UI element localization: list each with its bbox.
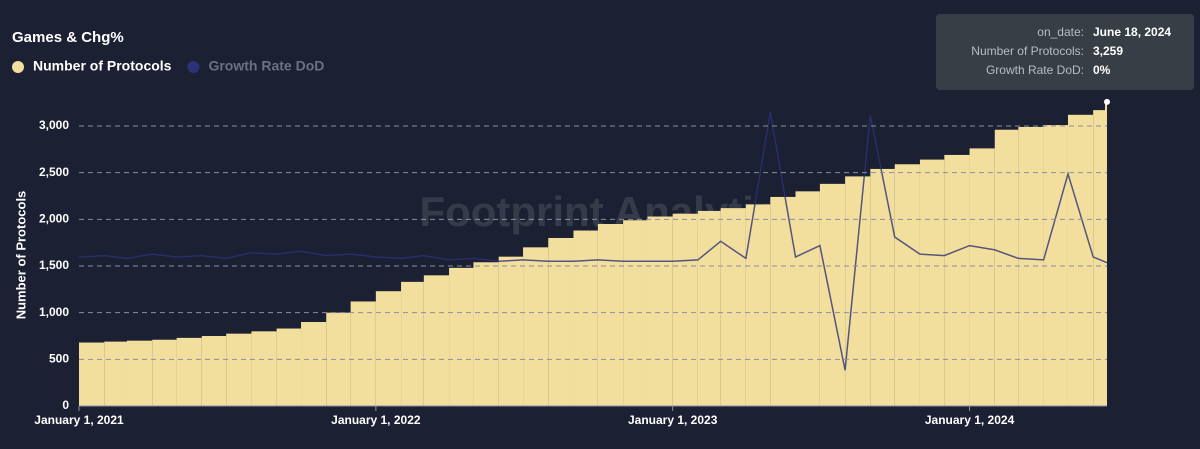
bar: [944, 154, 970, 406]
bar: [969, 148, 995, 406]
bar: [350, 301, 376, 406]
bar: [226, 333, 252, 406]
bar: [795, 191, 820, 406]
tooltip-value: 3,259: [1093, 44, 1123, 58]
bar: [994, 129, 1019, 406]
y-tick-label: 2,000: [39, 212, 69, 226]
bar: [104, 341, 127, 406]
bar: [845, 176, 871, 406]
tooltip-value: 0%: [1093, 63, 1111, 77]
bar: [449, 267, 474, 406]
bar: [126, 340, 153, 406]
bar: [1018, 126, 1044, 406]
bar: [1105, 101, 1107, 407]
bar: [720, 208, 746, 406]
legend-swatch: [187, 61, 200, 73]
bar: [894, 164, 920, 406]
y-axis-label: Number of Protocols: [13, 191, 28, 320]
legend-label: Number of Protocols: [33, 58, 172, 74]
bar: [1093, 110, 1107, 406]
bar: [326, 312, 351, 406]
y-tick-label: 2,500: [39, 165, 69, 179]
bar: [523, 247, 549, 406]
bar: [375, 291, 402, 406]
bar: [919, 159, 945, 406]
bar: [251, 331, 277, 406]
bar: [473, 262, 499, 406]
chart-title: Games & Chg%: [12, 29, 124, 46]
legend-label: Growth Rate DoD: [208, 58, 324, 74]
bar: [573, 230, 598, 406]
bar: [152, 339, 177, 406]
tooltip-label: on_date:: [1037, 25, 1084, 39]
y-tick-label: 500: [49, 352, 69, 366]
bar: [401, 281, 424, 406]
x-tick-label: January 1, 2023: [628, 413, 718, 427]
y-tick-label: 0: [62, 398, 69, 412]
bar: [1067, 114, 1094, 407]
bar: [597, 224, 624, 406]
bar: [672, 213, 698, 406]
tooltip-label: Growth Rate DoD:: [986, 63, 1084, 77]
bar: [201, 336, 227, 406]
bar: [623, 220, 648, 406]
legend-swatch: [12, 61, 24, 73]
y-tick-label: 3,000: [39, 118, 69, 132]
x-tick-label: January 1, 2022: [331, 413, 421, 427]
bar: [770, 196, 796, 406]
bar: [79, 342, 105, 406]
x-tick-label: January 1, 2021: [34, 413, 124, 427]
tooltip-label: Number of Protocols:: [971, 44, 1084, 58]
bar: [176, 337, 202, 406]
x-tick-label: January 1, 2024: [925, 413, 1015, 427]
tooltip-value: June 18, 2024: [1093, 25, 1171, 39]
bar: [276, 328, 302, 406]
y-tick-label: 1,000: [39, 305, 69, 319]
bar: [498, 256, 524, 406]
y-tick-label: 1,500: [39, 258, 69, 272]
bar: [301, 322, 327, 406]
bar: [548, 238, 574, 406]
bar: [697, 210, 721, 406]
bar: [423, 275, 450, 406]
bar: [647, 216, 673, 406]
bar: [819, 183, 846, 406]
tooltip-box: [936, 14, 1194, 90]
hover-point: [1104, 98, 1110, 105]
bar: [870, 168, 895, 406]
line: [78, 112, 1108, 371]
